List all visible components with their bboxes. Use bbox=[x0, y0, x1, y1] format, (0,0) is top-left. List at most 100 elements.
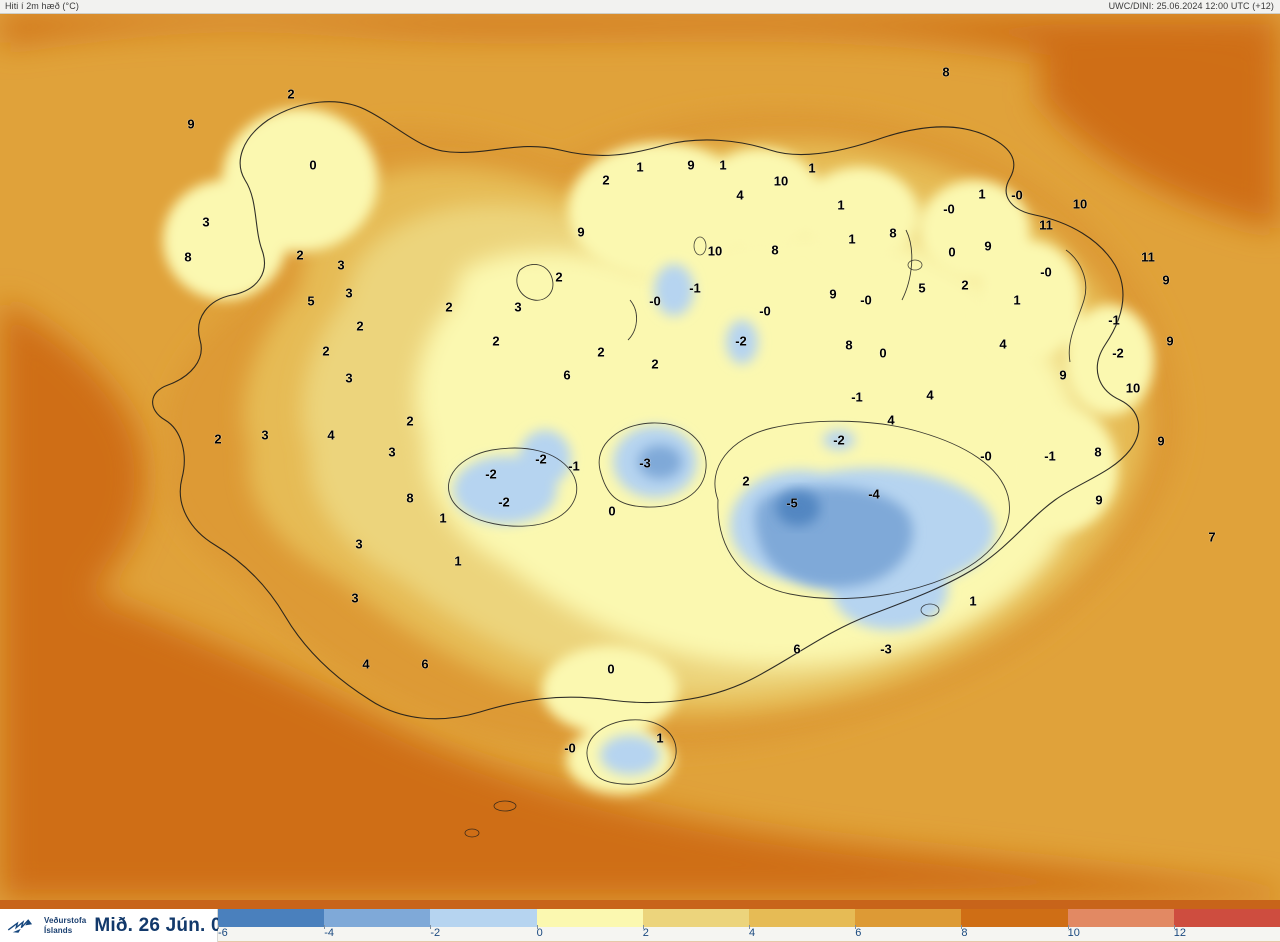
temperature-label: 6 bbox=[421, 656, 429, 672]
temperature-label: 2 bbox=[406, 413, 414, 429]
temperature-label: -1 bbox=[1108, 312, 1120, 328]
temperature-label: -2 bbox=[485, 466, 497, 482]
temperature-label: 2 bbox=[555, 269, 563, 285]
colorbar-gradient[interactable] bbox=[218, 909, 1280, 927]
glacier-outlines bbox=[448, 229, 1087, 785]
colorbar-segment bbox=[218, 909, 325, 927]
temperature-label: 4 bbox=[887, 412, 895, 428]
temperature-label: -1 bbox=[851, 389, 863, 405]
temperature-label: 1 bbox=[719, 157, 727, 173]
map-title: Hiti í 2m hæð (°C) bbox=[5, 1, 79, 11]
temperature-label: 2 bbox=[602, 172, 610, 188]
temperature-label: 1 bbox=[969, 593, 977, 609]
temperature-label: 9 bbox=[187, 116, 195, 132]
colorbar-axis: -6 -4 -2 0 2 4 6 8 10 12 bbox=[218, 925, 1280, 942]
colorbar-segment bbox=[536, 909, 643, 927]
temperature-label: -3 bbox=[880, 641, 892, 657]
temperature-label: 2 bbox=[214, 431, 222, 447]
temperature-label: 0 bbox=[607, 661, 615, 677]
temperature-label: 11 bbox=[1141, 249, 1155, 265]
temperature-label: 2 bbox=[322, 343, 330, 359]
temperature-label: -4 bbox=[868, 486, 880, 502]
temperature-label: -2 bbox=[735, 333, 747, 349]
temperature-label: 2 bbox=[492, 333, 500, 349]
colorbar-tick-label: -2 bbox=[430, 927, 441, 939]
temperature-label: -0 bbox=[1040, 264, 1052, 280]
colorbar-tickmark bbox=[218, 925, 219, 929]
colorbar-tick-label: 0 bbox=[536, 927, 543, 939]
temperature-label: 1 bbox=[848, 231, 856, 247]
temperature-label: 10 bbox=[1072, 196, 1088, 212]
colorbar-tick-label: -4 bbox=[324, 927, 334, 939]
temperature-label: 2 bbox=[445, 299, 453, 315]
temperature-label: -0 bbox=[860, 292, 872, 308]
colorbar-segment bbox=[324, 909, 431, 927]
temperature-label: -0 bbox=[564, 740, 576, 756]
colorbar-tick-label: 8 bbox=[961, 927, 968, 939]
temperature-label: -0 bbox=[1011, 187, 1023, 203]
temperature-label: 4 bbox=[999, 336, 1007, 352]
logo-line-1: Veðurstofa bbox=[44, 916, 87, 926]
map-header-bar: Hiti í 2m hæð (°C) UWC/DINI: 25.06.2024 … bbox=[0, 0, 1280, 14]
temperature-label: 10 bbox=[773, 173, 789, 189]
temperature-label: 8 bbox=[942, 64, 950, 80]
temperature-label: 9 bbox=[1162, 272, 1170, 288]
colorbar-tick-label: 4 bbox=[749, 927, 756, 939]
logo-line-2: Íslands bbox=[44, 925, 73, 935]
colorbar-tickmark bbox=[1173, 925, 1175, 929]
temperature-label: 7 bbox=[1208, 529, 1216, 545]
temperature-label: 8 bbox=[889, 225, 897, 241]
temperature-label: 2 bbox=[961, 277, 969, 293]
temperature-label: -2 bbox=[1112, 345, 1124, 361]
temperature-label: 9 bbox=[687, 157, 695, 173]
map-raster bbox=[0, 14, 1280, 900]
temperature-label: 4 bbox=[926, 387, 934, 403]
temperature-label: 8 bbox=[845, 337, 853, 353]
temperature-label: 3 bbox=[345, 285, 353, 301]
temperature-label: 1 bbox=[656, 730, 664, 746]
footer-divider-strip bbox=[0, 900, 1280, 909]
temperature-label: 9 bbox=[577, 224, 585, 240]
temperature-label: 8 bbox=[184, 249, 192, 265]
colorbar-segment bbox=[855, 909, 962, 927]
logo-block[interactable]: Veðurstofa Íslands Mið. 26 Jún. 00:00 bbox=[0, 909, 260, 942]
colorbar-tick-label: 12 bbox=[1173, 927, 1187, 939]
temperature-label: 2 bbox=[597, 344, 605, 360]
colorbar[interactable]: -6 -4 -2 0 2 4 6 8 10 12 bbox=[218, 909, 1280, 942]
temperature-label: 1 bbox=[837, 197, 845, 213]
colorbar-segment bbox=[430, 909, 537, 927]
temperature-label: -0 bbox=[759, 303, 771, 319]
temperature-label: 3 bbox=[337, 257, 345, 273]
temperature-map[interactable]: 2 9 0 3 8 2 3 5 3 2 2 3 2 3 2 2 2 3 4 3 8 1 1 3 3 4 6 2 1 9 1 10 4 1 8 1 -0 1… bbox=[0, 0, 1280, 900]
temperature-label: -2 bbox=[535, 451, 547, 467]
temperature-label: 9 bbox=[1166, 333, 1174, 349]
temperature-label: 9 bbox=[1095, 492, 1103, 508]
temperature-label: -2 bbox=[833, 432, 845, 448]
temperature-label: 1 bbox=[439, 510, 447, 526]
temperature-label: 6 bbox=[563, 367, 571, 383]
temperature-label: 8 bbox=[1094, 444, 1102, 460]
colorbar-tickmark bbox=[961, 925, 963, 929]
temperature-label: 10 bbox=[1125, 380, 1141, 396]
colorbar-segment bbox=[749, 909, 856, 927]
temperature-label: 5 bbox=[918, 280, 926, 296]
temperature-label: 10 bbox=[707, 243, 723, 259]
temperature-label: 2 bbox=[742, 473, 750, 489]
temperature-label: 3 bbox=[202, 214, 210, 230]
temperature-label: 3 bbox=[388, 444, 396, 460]
temperature-label: -2 bbox=[498, 494, 510, 510]
colorbar-segment bbox=[1067, 909, 1174, 927]
ocean-warm-band bbox=[0, 14, 1280, 900]
colorbar-tickmark bbox=[642, 925, 644, 929]
temperature-label: -5 bbox=[786, 495, 798, 511]
temperature-label: 2 bbox=[296, 247, 304, 263]
temperature-label: 2 bbox=[287, 86, 295, 102]
temperature-label: 3 bbox=[351, 590, 359, 606]
colorbar-tickmark bbox=[855, 925, 857, 929]
temperature-label: 9 bbox=[829, 286, 837, 302]
temperature-label: -0 bbox=[980, 448, 992, 464]
temperature-label: 1 bbox=[454, 553, 462, 569]
temperature-label: 4 bbox=[362, 656, 370, 672]
coastline bbox=[152, 101, 1140, 720]
